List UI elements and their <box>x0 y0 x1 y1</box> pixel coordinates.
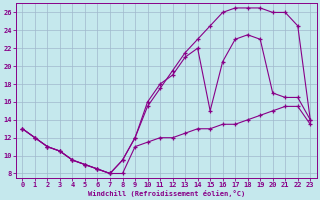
X-axis label: Windchill (Refroidissement éolien,°C): Windchill (Refroidissement éolien,°C) <box>88 190 245 197</box>
